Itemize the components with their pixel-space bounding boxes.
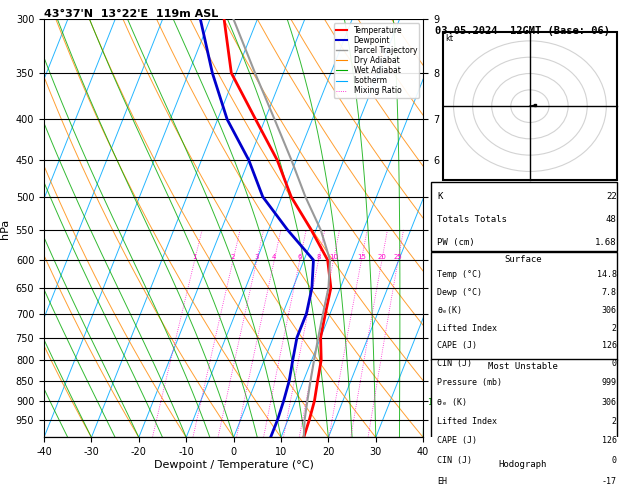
Bar (431, 359, 616, 456)
Text: Lifted Index: Lifted Index (437, 324, 497, 332)
Text: EH: EH (437, 477, 447, 486)
Text: 2: 2 (612, 417, 616, 426)
Text: 0: 0 (612, 360, 616, 368)
Text: 1: 1 (192, 254, 197, 260)
Bar (431, 457, 616, 486)
Text: 8: 8 (316, 254, 321, 260)
Bar (431, 182, 616, 251)
Text: Mixing Ratio (g/kg): Mixing Ratio (g/kg) (454, 209, 462, 289)
Text: 15: 15 (357, 254, 366, 260)
Text: 4: 4 (272, 254, 277, 260)
Text: CIN (J): CIN (J) (437, 360, 472, 368)
Text: CAPE (J): CAPE (J) (437, 342, 477, 350)
Text: θₑ (K): θₑ (K) (437, 398, 467, 407)
Text: Most Unstable: Most Unstable (488, 362, 558, 371)
Text: Pressure (mb): Pressure (mb) (437, 378, 502, 387)
Text: PW (cm): PW (cm) (437, 238, 475, 247)
X-axis label: Dewpoint / Temperature (°C): Dewpoint / Temperature (°C) (153, 460, 313, 470)
Bar (443, 32, 616, 180)
Text: 1.68: 1.68 (595, 238, 616, 247)
Text: 03.05.2024  12GMT (Base: 06): 03.05.2024 12GMT (Base: 06) (435, 26, 610, 35)
Text: 6: 6 (298, 254, 302, 260)
Text: 43°37'N  13°22'E  119m ASL: 43°37'N 13°22'E 119m ASL (44, 9, 218, 18)
Text: 306: 306 (602, 306, 616, 314)
Text: 3: 3 (255, 254, 259, 260)
Text: 25: 25 (394, 254, 403, 260)
Text: -17: -17 (602, 477, 616, 486)
Text: 7.8: 7.8 (602, 288, 616, 296)
Text: θₑ(K): θₑ(K) (437, 306, 462, 314)
Legend: Temperature, Dewpoint, Parcel Trajectory, Dry Adiabat, Wet Adiabat, Isotherm, Mi: Temperature, Dewpoint, Parcel Trajectory… (334, 23, 420, 98)
Text: 22: 22 (606, 192, 616, 201)
Text: CIN (J): CIN (J) (437, 456, 472, 465)
Text: Hodograph: Hodograph (499, 460, 547, 469)
Text: 2: 2 (231, 254, 235, 260)
Text: CAPE (J): CAPE (J) (437, 436, 477, 445)
Text: 10: 10 (329, 254, 338, 260)
Text: Totals Totals: Totals Totals (437, 215, 507, 224)
Text: Surface: Surface (504, 255, 542, 264)
Text: kt: kt (445, 34, 454, 43)
Text: 48: 48 (606, 215, 616, 224)
Text: 0: 0 (612, 456, 616, 465)
Text: 126: 126 (602, 436, 616, 445)
Text: 20: 20 (377, 254, 386, 260)
Bar (431, 252, 616, 360)
Text: 1LCL: 1LCL (427, 398, 447, 407)
Text: K: K (437, 192, 443, 201)
Text: 2: 2 (612, 324, 616, 332)
Text: 306: 306 (602, 398, 616, 407)
Text: 999: 999 (602, 378, 616, 387)
Text: Dewp (°C): Dewp (°C) (437, 288, 482, 296)
Text: 126: 126 (602, 342, 616, 350)
Y-axis label: km
ASL: km ASL (442, 219, 464, 238)
Text: Temp (°C): Temp (°C) (437, 270, 482, 278)
Y-axis label: hPa: hPa (0, 218, 10, 239)
Text: Lifted Index: Lifted Index (437, 417, 497, 426)
Text: 14.8: 14.8 (597, 270, 616, 278)
